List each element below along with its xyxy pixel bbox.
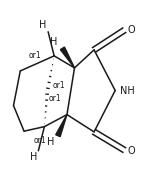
Text: or1: or1 bbox=[49, 93, 61, 103]
Text: NH: NH bbox=[120, 85, 135, 96]
Text: or1: or1 bbox=[28, 51, 41, 60]
Text: O: O bbox=[127, 146, 135, 156]
Text: or1: or1 bbox=[34, 136, 46, 145]
Polygon shape bbox=[60, 47, 74, 68]
Text: H: H bbox=[50, 37, 58, 47]
Text: O: O bbox=[127, 25, 135, 35]
Text: H: H bbox=[30, 152, 38, 162]
Polygon shape bbox=[56, 115, 67, 137]
Text: H: H bbox=[47, 137, 55, 147]
Text: H: H bbox=[39, 20, 47, 30]
Text: or1: or1 bbox=[53, 82, 66, 90]
